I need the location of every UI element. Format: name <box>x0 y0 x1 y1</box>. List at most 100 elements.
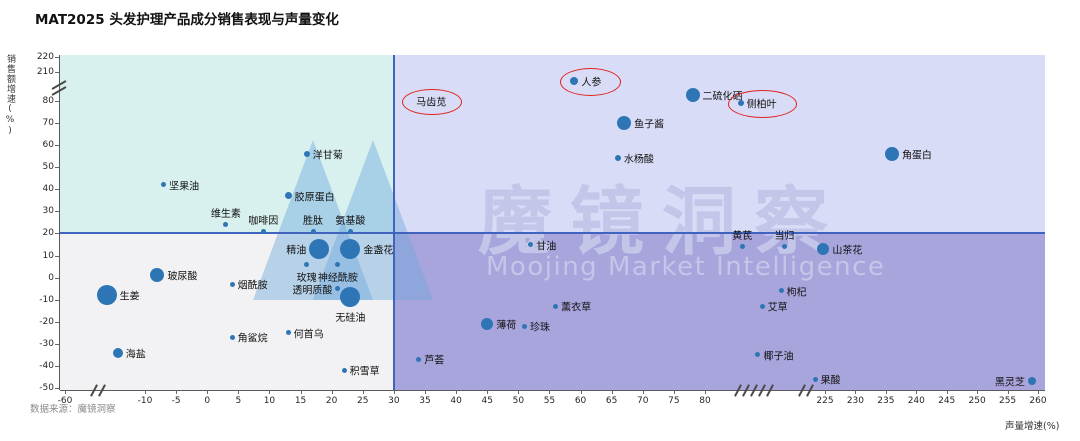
data-point-当归[interactable] <box>781 244 787 250</box>
data-point-坚果油[interactable] <box>161 182 167 188</box>
data-point-薰衣草[interactable] <box>553 303 559 309</box>
point-label-何首乌: 何首乌 <box>293 329 324 341</box>
point-label-胜肽: 胜肽 <box>303 215 323 227</box>
data-point-海盐[interactable] <box>112 347 123 358</box>
x-tick-mark <box>65 390 66 394</box>
data-point-侧柏叶[interactable] <box>737 100 744 107</box>
data-point-鱼子酱[interactable] <box>617 116 632 131</box>
x-tick-label: 10 <box>263 396 276 406</box>
x-tick-mark <box>425 390 426 394</box>
data-point-胶原蛋白[interactable] <box>284 192 292 200</box>
y-tick-mark <box>55 167 59 169</box>
point-label-水杨酸: 水杨酸 <box>623 154 654 166</box>
data-point-玫瑰[interactable] <box>304 261 310 267</box>
y-tick-mark <box>55 365 59 367</box>
x-tick-label: 70 <box>637 396 649 406</box>
y-tick-mark <box>55 299 59 301</box>
data-point-山茶花[interactable] <box>817 242 830 255</box>
point-label-艾草: 艾草 <box>767 302 788 314</box>
data-point-玻尿酸[interactable] <box>150 268 165 283</box>
source-note: 数据来源：魔镜洞察 <box>30 404 116 415</box>
x-tick-mark <box>885 390 887 394</box>
point-label-甘油: 甘油 <box>536 241 557 252</box>
data-point-芦荟[interactable] <box>416 356 422 362</box>
y-tick-mark <box>55 277 59 279</box>
data-point-人参[interactable] <box>570 76 579 85</box>
y-axis-line <box>59 55 60 390</box>
point-label-角蛋白: 角蛋白 <box>901 150 932 162</box>
point-label-薰衣草: 薰衣草 <box>561 302 592 314</box>
x-tick-mark <box>331 390 333 394</box>
point-label-咖啡因: 咖啡因 <box>248 215 279 227</box>
quadrant-bottom-left <box>60 233 394 390</box>
point-label-枸杞: 枸杞 <box>786 287 807 299</box>
x-tick-label: 20 <box>325 396 338 406</box>
y-tick-label: 60 <box>42 140 54 151</box>
x-tick-mark <box>855 390 857 394</box>
point-label-薄荷: 薄荷 <box>496 320 517 332</box>
quadrant-bottom-right <box>394 233 1045 390</box>
data-point-精油[interactable] <box>309 238 330 259</box>
x-tick-mark <box>518 390 520 394</box>
data-point-枸杞[interactable] <box>778 288 784 294</box>
x-tick-label: -5 <box>171 396 181 406</box>
x-tick-mark <box>145 390 146 394</box>
y-tick-label: 210 <box>36 67 54 77</box>
data-point-积雪草[interactable] <box>341 367 347 373</box>
x-tick-mark <box>705 390 706 394</box>
data-point-金盏花[interactable] <box>340 238 361 259</box>
data-point-果酸[interactable] <box>812 376 818 382</box>
point-label-积雪草: 积雪草 <box>349 366 380 378</box>
point-label-烟酰胺: 烟酰胺 <box>237 280 268 292</box>
data-point-咖啡因[interactable] <box>260 228 266 234</box>
x-tick-mark <box>611 390 613 394</box>
x-tick-label: -60 <box>57 396 73 406</box>
point-label-人参: 人参 <box>581 77 602 89</box>
data-point-珍珠[interactable] <box>522 323 528 329</box>
data-point-艾草[interactable] <box>759 303 765 309</box>
y-tick-label: 220 <box>36 52 54 62</box>
data-point-椰子油[interactable] <box>755 352 761 358</box>
x-tick-mark <box>176 390 178 394</box>
x-tick-mark <box>238 390 240 394</box>
data-point-水杨酸[interactable] <box>614 155 621 162</box>
data-point-洋甘菊[interactable] <box>303 150 310 157</box>
data-point-角鲨烷[interactable] <box>229 334 235 340</box>
data-point-何首乌[interactable] <box>285 330 291 336</box>
x-tick-mark <box>456 390 458 394</box>
x-tick-label: 45 <box>481 396 493 406</box>
point-label-金盏花: 金盏花 <box>363 245 394 257</box>
x-tick-mark <box>825 390 826 394</box>
point-label-鱼子酱: 鱼子酱 <box>634 119 665 131</box>
x-tick-label: 65 <box>605 396 618 406</box>
data-point-烟酰胺[interactable] <box>229 281 235 287</box>
chart-title: MAT2025 头发护理产品成分销售表现与声量变化 <box>35 12 339 28</box>
data-point-黑灵芝[interactable] <box>1027 377 1036 386</box>
x-tick-label: 260 <box>1029 396 1047 406</box>
data-point-二硫化硒[interactable] <box>685 88 700 103</box>
data-point-无硅油[interactable] <box>340 287 361 308</box>
data-point-胜肽[interactable] <box>310 228 316 234</box>
point-label-生姜: 生姜 <box>119 291 140 303</box>
x-tick-mark <box>207 390 209 394</box>
data-point-甘油[interactable] <box>528 242 534 247</box>
data-point-神经酰胺[interactable] <box>335 261 341 267</box>
y-tick-label: 10 <box>42 250 54 261</box>
x-tick-label: 230 <box>846 396 865 406</box>
data-point-透明质酸[interactable] <box>335 286 341 292</box>
x-tick-label: 245 <box>938 396 956 406</box>
y-tick-label: 80 <box>42 96 54 106</box>
data-point-角蛋白[interactable] <box>884 146 899 161</box>
point-label-神经酰胺: 神经酰胺 <box>317 272 358 284</box>
data-point-生姜[interactable] <box>96 285 117 306</box>
x-tick-mark <box>916 390 918 394</box>
x-tick-label: 5 <box>235 396 242 406</box>
data-point-氨基酸[interactable] <box>347 228 353 234</box>
x-tick-mark <box>673 390 675 394</box>
point-label-二硫化硒: 二硫化硒 <box>702 91 743 103</box>
x-tick-mark <box>549 390 551 394</box>
point-label-精油: 精油 <box>286 245 307 257</box>
data-point-薄荷[interactable] <box>481 317 494 330</box>
data-point-黄芪[interactable] <box>739 244 745 250</box>
data-point-维生素[interactable] <box>223 222 229 228</box>
